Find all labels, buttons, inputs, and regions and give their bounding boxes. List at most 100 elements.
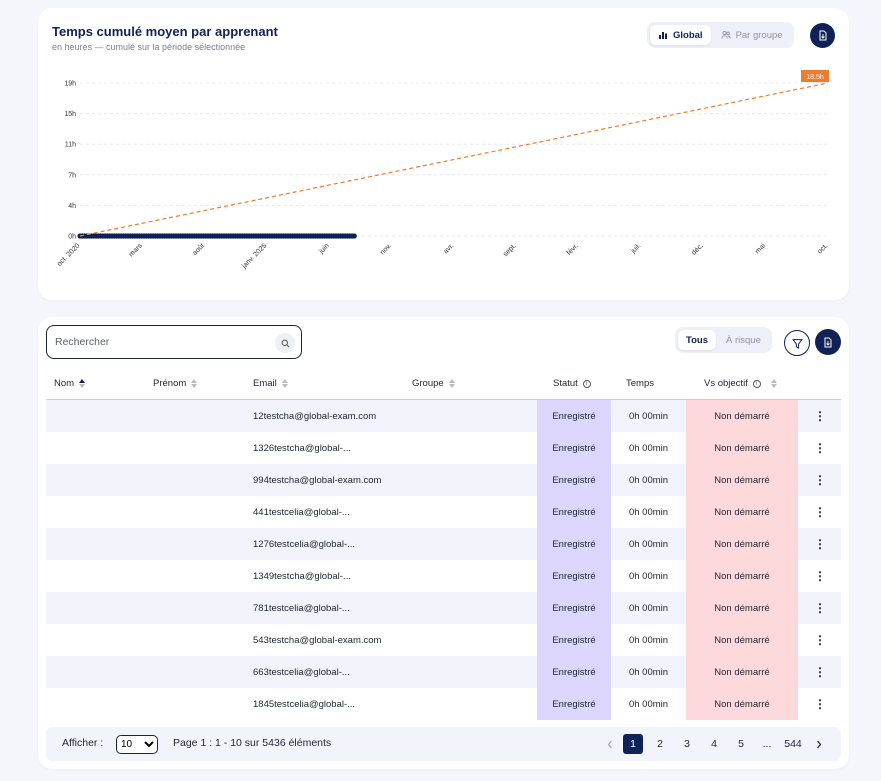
info-icon[interactable]: i [582, 379, 591, 388]
page-button-5[interactable]: 5 [738, 738, 744, 750]
statut-cell: Enregistré [537, 528, 611, 560]
toggle-global[interactable]: Global [650, 25, 711, 45]
table-row[interactable]: 1326testcha@global-... Enregistré 0h 00min… [46, 432, 841, 464]
learners-table-card: Tous À risque Nom Prénom Email Groupe St… [38, 317, 849, 769]
sort-icon [448, 379, 455, 388]
filter-button[interactable] [784, 330, 810, 356]
projection-end-label: 18.5h [806, 74, 824, 81]
x-tick-label: avr. [442, 242, 455, 255]
row-menu-button[interactable]: ⋮ [814, 624, 826, 656]
toggle-a-risque[interactable]: À risque [726, 334, 761, 346]
email-cell: 543testcha@global-exam.com [253, 634, 382, 646]
data-point [351, 233, 357, 239]
table-row[interactable]: 1276testcelia@global-... Enregistré 0h 00m… [46, 528, 841, 560]
page-ellipsis: ... [762, 738, 772, 750]
row-menu-button[interactable]: ⋮ [814, 688, 826, 720]
row-menu-button[interactable]: ⋮ [814, 464, 826, 496]
table-row[interactable]: 543testcha@global-exam.com Enregistré 0h 0… [46, 624, 841, 656]
page-button-544[interactable]: 544 [784, 738, 802, 750]
file-download-icon [819, 30, 826, 41]
more-vertical-icon: ⋮ [814, 633, 826, 647]
search-input[interactable] [55, 333, 265, 351]
more-vertical-icon: ⋮ [814, 505, 826, 519]
sort-icon [770, 379, 777, 388]
search-icon [281, 339, 289, 347]
col-prenom[interactable]: Prénom [153, 367, 198, 400]
sort-icon [281, 379, 288, 388]
y-tick-label: 7h [68, 172, 76, 179]
page-button-1[interactable]: 1 [623, 734, 643, 754]
col-statut-label: Statut [553, 378, 578, 389]
temps-cell: 0h 00min [628, 410, 669, 422]
users-icon [720, 30, 731, 39]
row-menu-button[interactable]: ⋮ [814, 432, 826, 464]
projection-line [79, 82, 829, 237]
objectif-cell: Non démarré [686, 688, 798, 720]
objectif-cell: Non démarré [686, 528, 798, 560]
page-button-2[interactable]: 2 [657, 738, 663, 750]
statut-cell: Enregistré [537, 400, 611, 432]
range-text: Page 1 : 1 - 10 sur 5436 éléments [173, 737, 332, 749]
table-row[interactable]: 12testcha@global-exam.com Enregistré 0h 00… [46, 400, 841, 432]
col-prenom-label: Prénom [153, 378, 187, 389]
row-menu-button[interactable]: ⋮ [814, 528, 826, 560]
email-cell: 1326testcha@global-... [253, 442, 351, 454]
y-tick-label: 4h [68, 203, 76, 210]
col-email[interactable]: Email [253, 367, 288, 400]
row-menu-button[interactable]: ⋮ [814, 560, 826, 592]
table-body: 12testcha@global-exam.com Enregistré 0h 00… [46, 400, 841, 720]
chart-title: Temps cumulé moyen par apprenant [52, 24, 278, 39]
col-groupe-label: Groupe [412, 378, 444, 389]
projection-end-badge [801, 70, 829, 82]
temps-cell: 0h 00min [628, 474, 669, 486]
col-groupe[interactable]: Groupe [412, 367, 455, 400]
toggle-par-groupe-label: Par groupe [735, 29, 783, 41]
chevron-right-icon [817, 740, 822, 748]
more-vertical-icon: ⋮ [814, 473, 826, 487]
x-tick-label: août [191, 242, 206, 257]
statut-cell: Enregistré [537, 656, 611, 688]
row-menu-button[interactable]: ⋮ [814, 656, 826, 688]
filter-icon [791, 338, 803, 349]
objectif-cell: Non démarré [686, 432, 798, 464]
table-row[interactable]: 663testcelia@global-... Enregistré 0h 00mi… [46, 656, 841, 688]
statut-cell: Enregistré [537, 624, 611, 656]
row-menu-button[interactable]: ⋮ [814, 496, 826, 528]
afficher-label: Afficher : [62, 737, 104, 749]
table-row[interactable]: 441testcelia@global-... Enregistré 0h 00mi… [46, 496, 841, 528]
temps-cell: 0h 00min [628, 602, 669, 614]
row-menu-button[interactable]: ⋮ [814, 592, 826, 624]
col-nom[interactable]: Nom [54, 367, 86, 400]
table-export-button[interactable] [815, 329, 841, 355]
next-page-button[interactable] [809, 734, 829, 754]
table-row[interactable]: 1845testcelia@global-... Enregistré 0h 00m… [46, 688, 841, 720]
search-field [46, 325, 302, 359]
chart-export-button[interactable] [810, 23, 835, 48]
chevron-left-icon [607, 740, 612, 748]
table-row[interactable]: 781testcelia@global-... Enregistré 0h 00mi… [46, 592, 841, 624]
row-menu-button[interactable]: ⋮ [814, 400, 826, 432]
prev-page-button[interactable] [600, 734, 620, 754]
toggle-tous[interactable]: Tous [678, 330, 716, 350]
table-row[interactable]: 1349testcha@global-... Enregistré 0h 00min… [46, 560, 841, 592]
col-vs-objectif[interactable]: Vs objectif i [704, 367, 777, 400]
x-tick-label: nov. [379, 242, 393, 256]
x-tick-label: juil. [629, 242, 642, 255]
page-button-3[interactable]: 3 [684, 738, 690, 750]
page-size-select[interactable]: 10 [116, 735, 158, 754]
info-icon[interactable]: i [752, 379, 761, 388]
email-cell: 781testcelia@global-... [253, 602, 350, 614]
sort-icon [191, 379, 198, 388]
search-button[interactable] [275, 333, 295, 353]
objectif-cell: Non démarré [686, 560, 798, 592]
temps-cell: 0h 00min [628, 570, 669, 582]
table-row[interactable]: 994testcha@global-exam.com Enregistré 0h 0… [46, 464, 841, 496]
toggle-par-groupe[interactable]: Par groupe [713, 25, 791, 45]
page-button-4[interactable]: 4 [711, 738, 717, 750]
temps-cell: 0h 00min [628, 506, 669, 518]
email-cell: 1349testcha@global-... [253, 570, 351, 582]
col-vs-objectif-label: Vs objectif [704, 378, 748, 389]
temps-cell: 0h 00min [628, 698, 669, 710]
col-temps: Temps [626, 367, 654, 400]
email-cell: 12testcha@global-exam.com [253, 410, 377, 422]
